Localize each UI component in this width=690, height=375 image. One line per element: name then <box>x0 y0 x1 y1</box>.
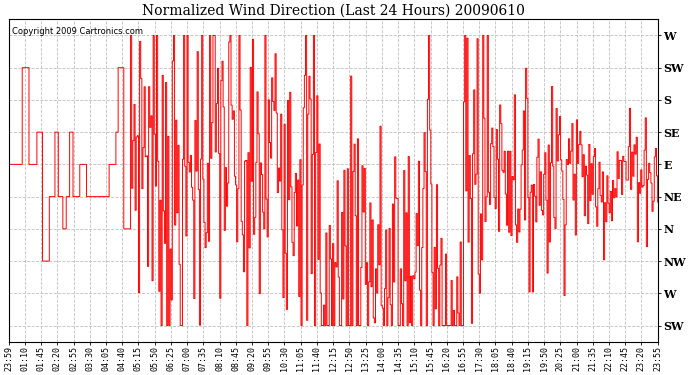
Title: Normalized Wind Direction (Last 24 Hours) 20090610: Normalized Wind Direction (Last 24 Hours… <box>141 4 524 18</box>
Text: Copyright 2009 Cartronics.com: Copyright 2009 Cartronics.com <box>12 27 143 36</box>
